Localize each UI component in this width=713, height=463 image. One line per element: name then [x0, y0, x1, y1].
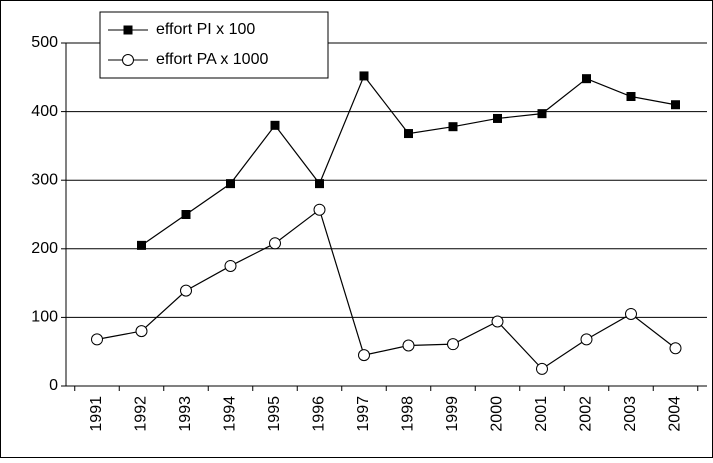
data-point	[180, 284, 192, 297]
data-point	[626, 92, 636, 102]
data-point	[181, 210, 191, 219]
data-point	[447, 338, 459, 351]
data-point	[491, 315, 504, 328]
data-point	[536, 362, 548, 375]
data-point	[582, 74, 591, 84]
x-tick-label: 2001	[533, 396, 550, 432]
y-tick-label: 100	[31, 309, 58, 326]
data-point	[269, 237, 281, 250]
legend-box	[99, 11, 329, 79]
y-tick-label: 400	[31, 103, 58, 120]
x-tick-label: 1992	[133, 396, 150, 432]
data-point	[226, 179, 235, 189]
y-tick-label: 300	[31, 171, 58, 188]
data-point	[537, 109, 547, 119]
x-tick-label: 1991	[88, 396, 105, 432]
data-point	[91, 333, 103, 346]
x-tick-label: 2002	[578, 396, 595, 432]
data-point	[359, 71, 369, 81]
data-point	[137, 240, 146, 250]
data-point	[135, 325, 148, 338]
x-tick-label: 1993	[177, 396, 194, 432]
data-point	[625, 307, 637, 320]
data-point	[224, 259, 237, 272]
data-point	[358, 349, 370, 362]
data-point	[493, 113, 502, 123]
x-tick-label: 2003	[622, 396, 639, 432]
x-tick-label: 1995	[266, 396, 283, 432]
series-line	[96, 208, 676, 370]
y-tick-label: 200	[31, 240, 58, 257]
data-point	[669, 342, 682, 355]
x-tick-label: 2000	[489, 396, 506, 432]
data-point	[313, 203, 326, 216]
legend-label: effort PA x 1000	[156, 51, 268, 68]
data-point	[315, 179, 324, 189]
data-point	[402, 339, 415, 352]
x-tick-label: 1999	[444, 396, 461, 432]
data-point	[270, 120, 280, 130]
y-tick-label: 500	[31, 34, 58, 51]
data-point	[671, 100, 680, 110]
x-tick-label: 1998	[400, 396, 417, 432]
data-point	[404, 129, 413, 139]
legend-label: effort PI x 100	[156, 21, 255, 38]
data-point	[448, 122, 458, 132]
data-point	[580, 333, 593, 346]
x-tick-label: 2004	[667, 396, 684, 432]
x-tick-label: 1997	[355, 396, 372, 432]
legend-marker	[122, 54, 134, 66]
x-tick-label: 1996	[311, 396, 328, 432]
x-tick-label: 1994	[222, 396, 239, 432]
y-tick-label: 0	[49, 377, 58, 394]
legend-marker	[123, 25, 133, 35]
